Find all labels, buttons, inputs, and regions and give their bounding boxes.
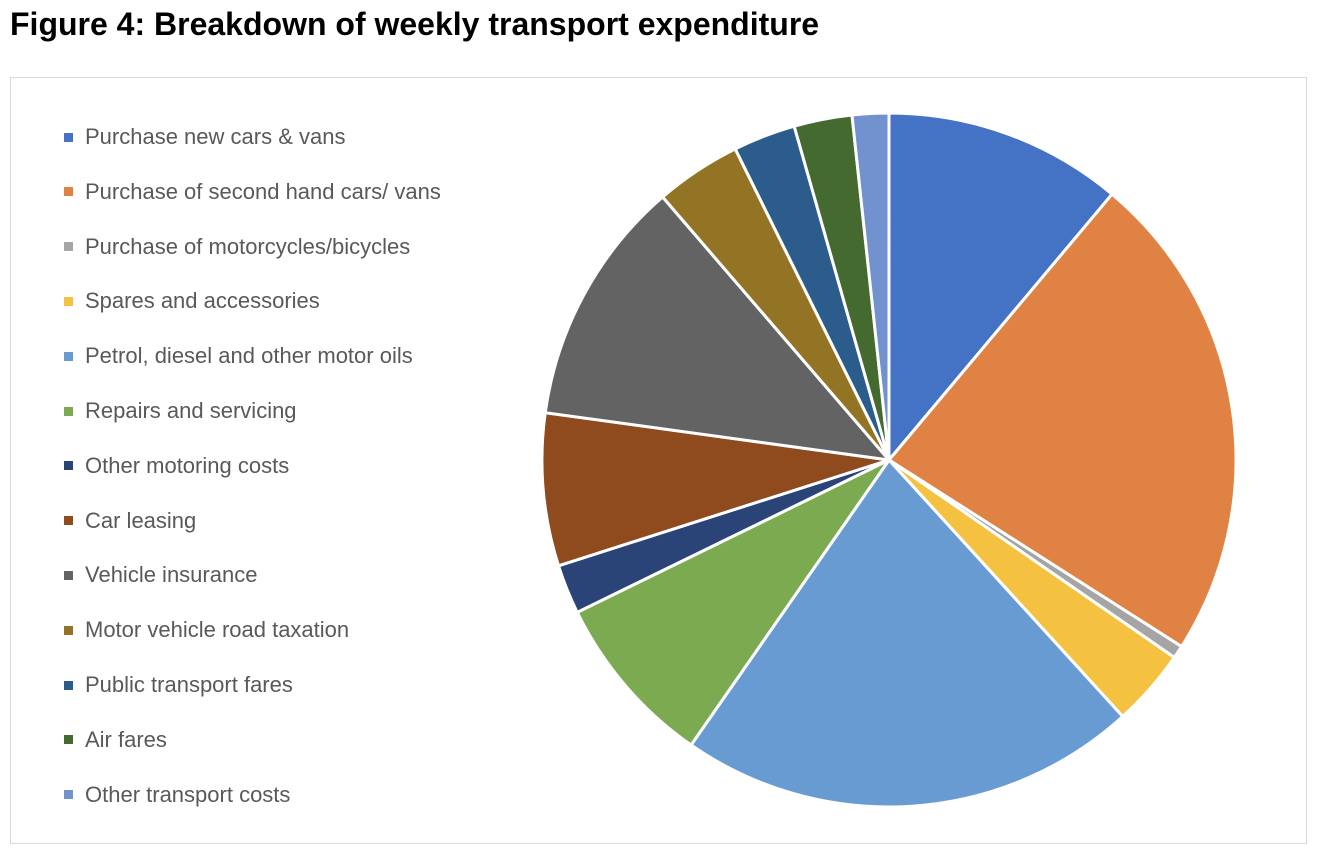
legend-item: Motor vehicle road taxation <box>64 615 349 645</box>
legend-label: Public transport fares <box>85 672 293 697</box>
legend-item: Petrol, diesel and other motor oils <box>64 341 413 371</box>
pie-slice-12 <box>850 111 891 461</box>
chart-title: Figure 4: Breakdown of weekly transport … <box>10 6 820 42</box>
legend-item: Purchase of motorcycles/bicycles <box>64 232 410 262</box>
legend-item: Other transport costs <box>64 780 290 810</box>
legend-marker <box>64 570 73 580</box>
legend-item: Purchase of second hand cars/ vans <box>64 177 441 207</box>
legend-label: Purchase new cars & vans <box>85 124 346 149</box>
legend-item: Vehicle insurance <box>64 560 257 590</box>
legend-item: Car leasing <box>64 506 196 536</box>
legend-label: Vehicle insurance <box>85 562 258 588</box>
pie-slice-5 <box>575 456 894 748</box>
legend-item: Spares and accessories <box>64 286 320 316</box>
legend-marker <box>64 242 73 252</box>
pie-slice-4 <box>688 457 1125 809</box>
legend-label: Petrol, diesel and other motor oils <box>85 343 413 369</box>
legend-marker <box>64 680 73 690</box>
legend-marker <box>64 735 73 745</box>
legend-marker <box>64 625 73 635</box>
legend-marker <box>64 187 73 197</box>
legend-label: Other transport costs <box>85 781 291 807</box>
legend-label: Spares and accessories <box>85 288 320 314</box>
legend-label: Purchase of motorcycles/bicycles <box>85 233 411 259</box>
legend-item: Repairs and servicing <box>64 396 297 426</box>
legend-marker <box>64 296 73 306</box>
legend-marker <box>64 132 73 142</box>
pie-slice-0 <box>887 111 1115 465</box>
legend-label: Other motoring costs <box>85 452 290 478</box>
pie-slice-8 <box>543 194 893 463</box>
legend-label: Purchase of second hand cars/ vans <box>85 178 441 204</box>
legend-marker <box>64 516 73 526</box>
chart-area <box>10 77 1307 844</box>
legend-label: Repairs and servicing <box>85 398 297 423</box>
legend-label: Car leasing <box>85 507 197 533</box>
legend-label: Air fares <box>85 726 167 752</box>
legend-item: Public transport fares <box>64 670 293 700</box>
legend-label: Motor vehicle road taxation <box>85 617 350 643</box>
legend-item: Air fares <box>64 725 167 755</box>
legend-marker <box>64 406 73 416</box>
legend-marker <box>64 351 73 361</box>
legend-item: Other motoring costs <box>64 451 289 481</box>
legend-marker <box>64 790 73 800</box>
pie-slice-1 <box>886 192 1238 649</box>
pie-slice-7 <box>540 410 890 568</box>
legend-marker <box>64 461 73 471</box>
legend-item: Purchase new cars & vans <box>64 122 345 152</box>
